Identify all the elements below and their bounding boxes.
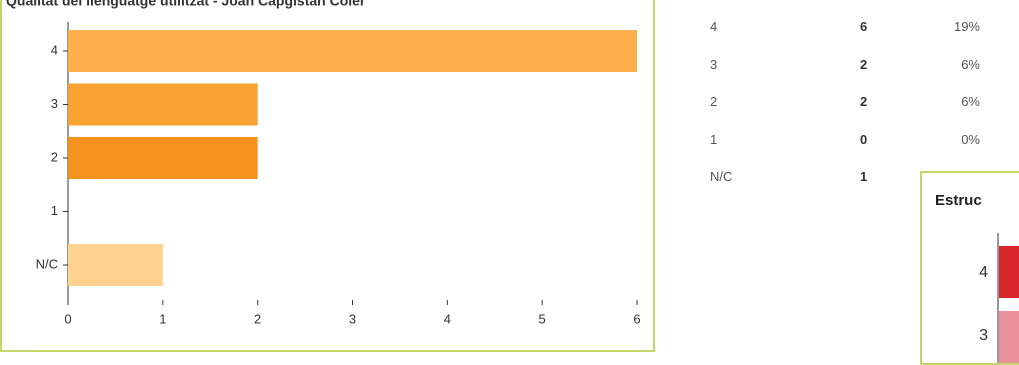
x-tick-label: 1 bbox=[159, 311, 166, 326]
chart-frame bbox=[0, 0, 655, 352]
bar bbox=[68, 83, 258, 126]
y-tick-label: 4 bbox=[51, 42, 58, 57]
y-tick-label: 4 bbox=[979, 264, 988, 281]
table-cell: N/C bbox=[710, 169, 733, 185]
table-row: 3 2 6% bbox=[690, 46, 980, 84]
table-cell: 6% bbox=[961, 94, 980, 110]
y-tick-label: N/C bbox=[36, 256, 58, 271]
bar bbox=[999, 311, 1019, 363]
panel-title: Estruc bbox=[935, 192, 982, 209]
table-cell: 1 bbox=[710, 131, 718, 147]
y-tick-label: 3 bbox=[51, 96, 58, 111]
table-cell: 2 bbox=[860, 56, 868, 72]
table-cell: 19% bbox=[953, 19, 980, 35]
y-tick-label: 2 bbox=[51, 149, 58, 164]
table-cell: 0% bbox=[961, 131, 980, 147]
bar bbox=[68, 30, 637, 72]
panel: Estruc 4 3 bbox=[920, 171, 1019, 365]
x-tick-label: 3 bbox=[349, 311, 356, 326]
x-tick-label: 0 bbox=[64, 311, 71, 326]
x-tick-label: 5 bbox=[539, 311, 546, 326]
chart: Qualitat del llenguatge utilitzat - Joan… bbox=[0, 0, 655, 352]
x-tick-label: 2 bbox=[254, 311, 261, 326]
y-tick-label: 3 bbox=[979, 327, 988, 344]
table-cell: 4 bbox=[710, 19, 718, 35]
bar bbox=[68, 244, 163, 286]
table-cell: 2 bbox=[710, 94, 718, 110]
table-row: 2 2 6% bbox=[690, 83, 980, 121]
table-cell: 0 bbox=[860, 131, 868, 147]
table-cell: 6 bbox=[860, 19, 868, 35]
table-cell: 6% bbox=[961, 56, 980, 72]
table-row: 1 0 0% bbox=[690, 121, 980, 159]
x-tick-label: 4 bbox=[444, 311, 451, 326]
table-cell: 3 bbox=[710, 56, 718, 72]
panel-chart: Estruc 4 3 bbox=[935, 192, 1019, 363]
bar bbox=[68, 137, 258, 179]
table-row: 4 6 19% bbox=[690, 8, 980, 46]
table-cell: 1 bbox=[860, 169, 868, 185]
chart-title: Qualitat del llenguatge utilitzat - Joan… bbox=[6, 0, 366, 9]
table-cell: 2 bbox=[860, 94, 868, 110]
y-tick-label: 1 bbox=[51, 203, 58, 218]
bar bbox=[999, 246, 1019, 298]
x-tick-label: 6 bbox=[633, 311, 640, 326]
